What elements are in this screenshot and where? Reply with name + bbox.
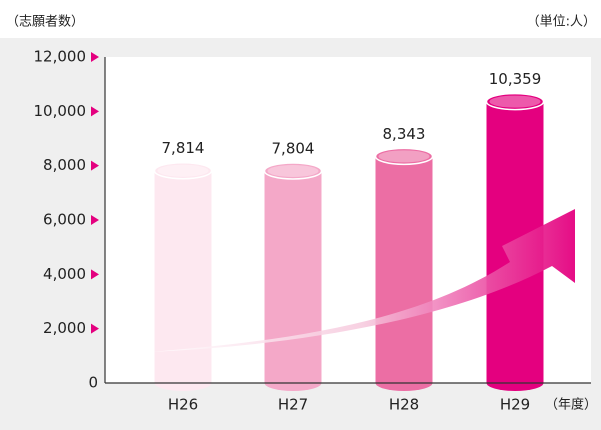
y-tick-label: 6,000 <box>43 211 86 229</box>
bar-top-shine <box>268 165 319 177</box>
value-label: 8,343 <box>383 125 426 143</box>
value-label: 10,359 <box>489 70 542 88</box>
bar-top-shine <box>379 150 430 162</box>
x-axis-label: （年度） <box>545 397 597 413</box>
chart-title: （志願者数） <box>6 15 84 30</box>
y-tick-label: 4,000 <box>43 265 86 283</box>
x-tick-label: H28 <box>389 396 419 414</box>
value-label: 7,814 <box>162 139 205 157</box>
value-label: 7,804 <box>272 139 315 157</box>
y-tick-label: 8,000 <box>43 156 86 174</box>
y-tick-label: 10,000 <box>34 102 87 120</box>
bar-top-shine <box>158 165 209 177</box>
x-tick-label: H29 <box>500 396 530 414</box>
chart: （志願者数） （単位:人） （年度） 0 2,000 4,000 6,000 8,000… <box>0 0 601 430</box>
y-tick-label: 0 <box>88 374 98 392</box>
bar-top-shine <box>490 96 541 108</box>
bar <box>265 171 322 383</box>
x-tick-label: H27 <box>278 396 308 414</box>
y-tick-label: 12,000 <box>34 48 87 66</box>
x-tick-label: H26 <box>168 396 198 414</box>
y-tick-label: 2,000 <box>43 319 86 337</box>
bar <box>376 156 433 383</box>
unit-label: （単位:人） <box>527 14 596 30</box>
